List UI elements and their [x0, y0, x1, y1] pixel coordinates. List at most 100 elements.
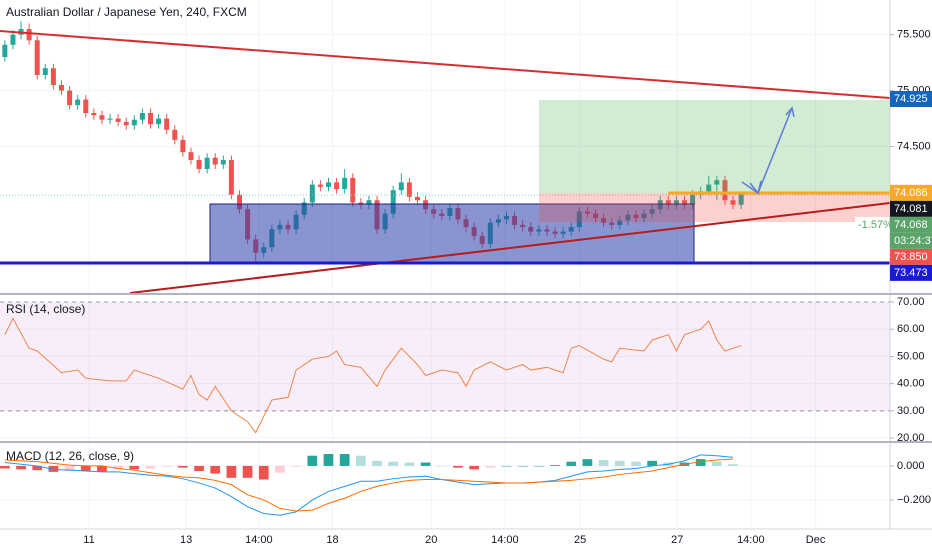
- price-label-box: [890, 184, 932, 201]
- x-tick-label: 18: [326, 534, 338, 546]
- candle-body: [67, 90, 73, 106]
- histogram-bar: [453, 465, 463, 468]
- candle-body: [212, 157, 218, 165]
- y-tick-label: 40.00: [897, 378, 925, 390]
- y-tick-label: 60.00: [897, 323, 925, 335]
- candle-body: [309, 184, 315, 203]
- histogram-bar: [242, 465, 253, 478]
- histogram-bar: [614, 460, 625, 466]
- candle-body: [390, 190, 396, 214]
- histogram-bar: [113, 465, 123, 470]
- price-label-box: [890, 248, 932, 265]
- price-label: 73.850: [894, 251, 928, 263]
- candle-body: [325, 182, 331, 187]
- histogram-bar: [550, 465, 560, 466]
- y-tick-label: 75.500: [897, 29, 931, 41]
- histogram-bar: [566, 461, 577, 466]
- histogram-bar: [695, 459, 706, 466]
- candle-body: [236, 194, 242, 210]
- price-label: 74.925: [894, 93, 928, 105]
- change-box: [855, 216, 889, 233]
- histogram-bar: [161, 465, 172, 467]
- histogram-bar: [258, 465, 269, 480]
- histogram-bar: [517, 465, 528, 467]
- rsi-title: RSI (14, close): [6, 302, 85, 316]
- candle-body: [722, 180, 728, 201]
- histogram-bar: [194, 465, 204, 472]
- histogram-bar: [97, 465, 107, 472]
- histogram-bar: [210, 465, 221, 474]
- candle-body: [188, 152, 194, 160]
- histogram-bar: [469, 465, 479, 470]
- histogram-bar: [339, 454, 350, 466]
- candle-body: [706, 184, 712, 192]
- x-tick-label: 13: [180, 534, 192, 546]
- price-label-box: [890, 200, 932, 217]
- candle-body: [156, 118, 162, 125]
- candle-body: [123, 121, 129, 126]
- histogram-bar: [631, 461, 641, 466]
- candle-body: [26, 29, 32, 41]
- histogram-bar: [356, 455, 366, 466]
- candle-body: [115, 118, 121, 122]
- histogram-bar: [129, 465, 140, 470]
- macd-title: MACD (12, 26, close, 9): [6, 449, 134, 463]
- y-tick-label: 20.00: [897, 432, 925, 444]
- drawings-layer: [0, 30, 891, 294]
- candle-body: [334, 182, 340, 190]
- x-tick-label: Dec: [806, 534, 826, 546]
- candle-body: [164, 118, 170, 130]
- chart-title: Australian Dollar / Japanese Yen, 240, F…: [6, 5, 247, 19]
- histogram-bar: [485, 465, 496, 468]
- histogram-bar: [32, 465, 43, 471]
- y-tick-label: 50.00: [897, 350, 925, 362]
- candle-body: [147, 112, 153, 125]
- candle-body: [406, 182, 412, 197]
- countdown-label: 03:24:37: [894, 235, 932, 247]
- y-tick-label: −0.200: [897, 494, 931, 506]
- candle-body: [107, 118, 113, 120]
- macd-line: [4, 454, 734, 516]
- histogram-bar: [728, 464, 738, 466]
- candle-body: [730, 200, 736, 205]
- histogram-bar: [0, 465, 10, 469]
- arrow-head: [749, 106, 795, 195]
- price-label-box: [890, 216, 932, 233]
- histogram-bar: [64, 465, 75, 472]
- histogram-bar: [145, 465, 156, 469]
- x-tick-label: 14:00: [491, 534, 519, 546]
- price-label-box: [890, 264, 932, 281]
- histogram-bar: [598, 459, 609, 466]
- histogram-bar: [582, 459, 593, 466]
- x-tick-label: 14:00: [737, 534, 765, 546]
- histogram-bar: [178, 465, 188, 468]
- y-tick-label: 0.000: [897, 460, 925, 472]
- histogram-bar: [501, 465, 512, 467]
- price-label: 74.068: [894, 219, 928, 231]
- x-tick-label: 11: [83, 534, 94, 546]
- candle-body: [665, 200, 671, 205]
- y-tick-label: 30.00: [897, 405, 925, 417]
- countdown-box: [890, 232, 932, 249]
- trend-line: [129, 202, 891, 294]
- candle-body: [58, 85, 64, 91]
- trend-line: [0, 30, 891, 99]
- candle-body: [317, 184, 323, 187]
- price-label-box: [890, 91, 932, 108]
- candle-body: [228, 159, 234, 195]
- candle-body: [690, 194, 696, 205]
- price-label: 74.086: [894, 187, 928, 199]
- price-label: 73.473: [894, 267, 928, 279]
- histogram-bar: [420, 462, 431, 466]
- candle-body: [398, 182, 404, 191]
- histogram-bar: [16, 465, 26, 470]
- histogram-bar: [404, 462, 415, 466]
- candle-body: [673, 200, 679, 205]
- candle-body: [204, 157, 210, 169]
- candle-body: [366, 200, 372, 205]
- histogram-bar: [275, 465, 285, 473]
- histogram-bar: [534, 465, 544, 467]
- x-tick-label: 25: [574, 534, 586, 546]
- range-box: [209, 203, 695, 264]
